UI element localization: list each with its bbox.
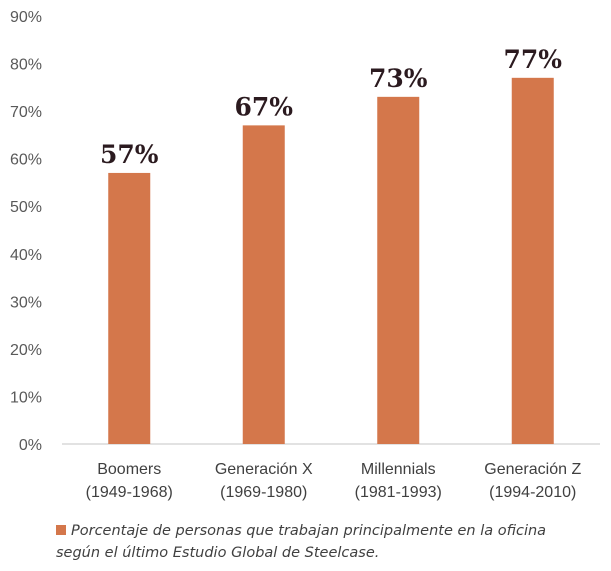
legend: Porcentaje de personas que trabajan prin… bbox=[56, 520, 596, 564]
data-label: 73% bbox=[369, 64, 428, 93]
y-tick-label: 90% bbox=[10, 9, 42, 26]
bar-chart: 0% 10% 20% 30% 40% 50% 60% 70% 80% 90% 57% Boomers (… bbox=[10, 9, 600, 501]
legend-swatch bbox=[56, 525, 66, 535]
y-tick-label: 0% bbox=[19, 437, 42, 454]
y-tick-label: 10% bbox=[10, 389, 42, 406]
y-tick-label: 70% bbox=[10, 104, 42, 121]
bar bbox=[511, 77, 554, 445]
bar bbox=[377, 96, 420, 444]
x-category-label: (1994-2010) bbox=[489, 484, 576, 501]
x-category-label: (1949-1968) bbox=[86, 484, 173, 501]
x-category-label: Generación Z bbox=[484, 461, 581, 478]
x-category-label: (1981-1993) bbox=[355, 484, 442, 501]
y-tick-label: 20% bbox=[10, 342, 42, 359]
x-category-label: Generación X bbox=[215, 461, 313, 478]
y-tick-label: 60% bbox=[10, 152, 42, 169]
y-tick-label: 30% bbox=[10, 294, 42, 311]
x-category-label: Boomers bbox=[97, 461, 161, 478]
x-category-label: (1969-1980) bbox=[220, 484, 307, 501]
x-category-label: Millennials bbox=[361, 461, 436, 478]
data-label: 67% bbox=[234, 92, 293, 121]
y-tick-label: 40% bbox=[10, 247, 42, 264]
data-label: 77% bbox=[503, 45, 562, 74]
bar bbox=[242, 125, 285, 444]
y-tick-label: 50% bbox=[10, 199, 42, 216]
legend-line-2: según el último Estudio Global de Steelc… bbox=[56, 545, 380, 561]
legend-line-1: Porcentaje de personas que trabajan prin… bbox=[71, 523, 547, 539]
bar bbox=[108, 172, 151, 444]
data-label: 57% bbox=[100, 140, 159, 169]
y-tick-label: 80% bbox=[10, 57, 42, 74]
